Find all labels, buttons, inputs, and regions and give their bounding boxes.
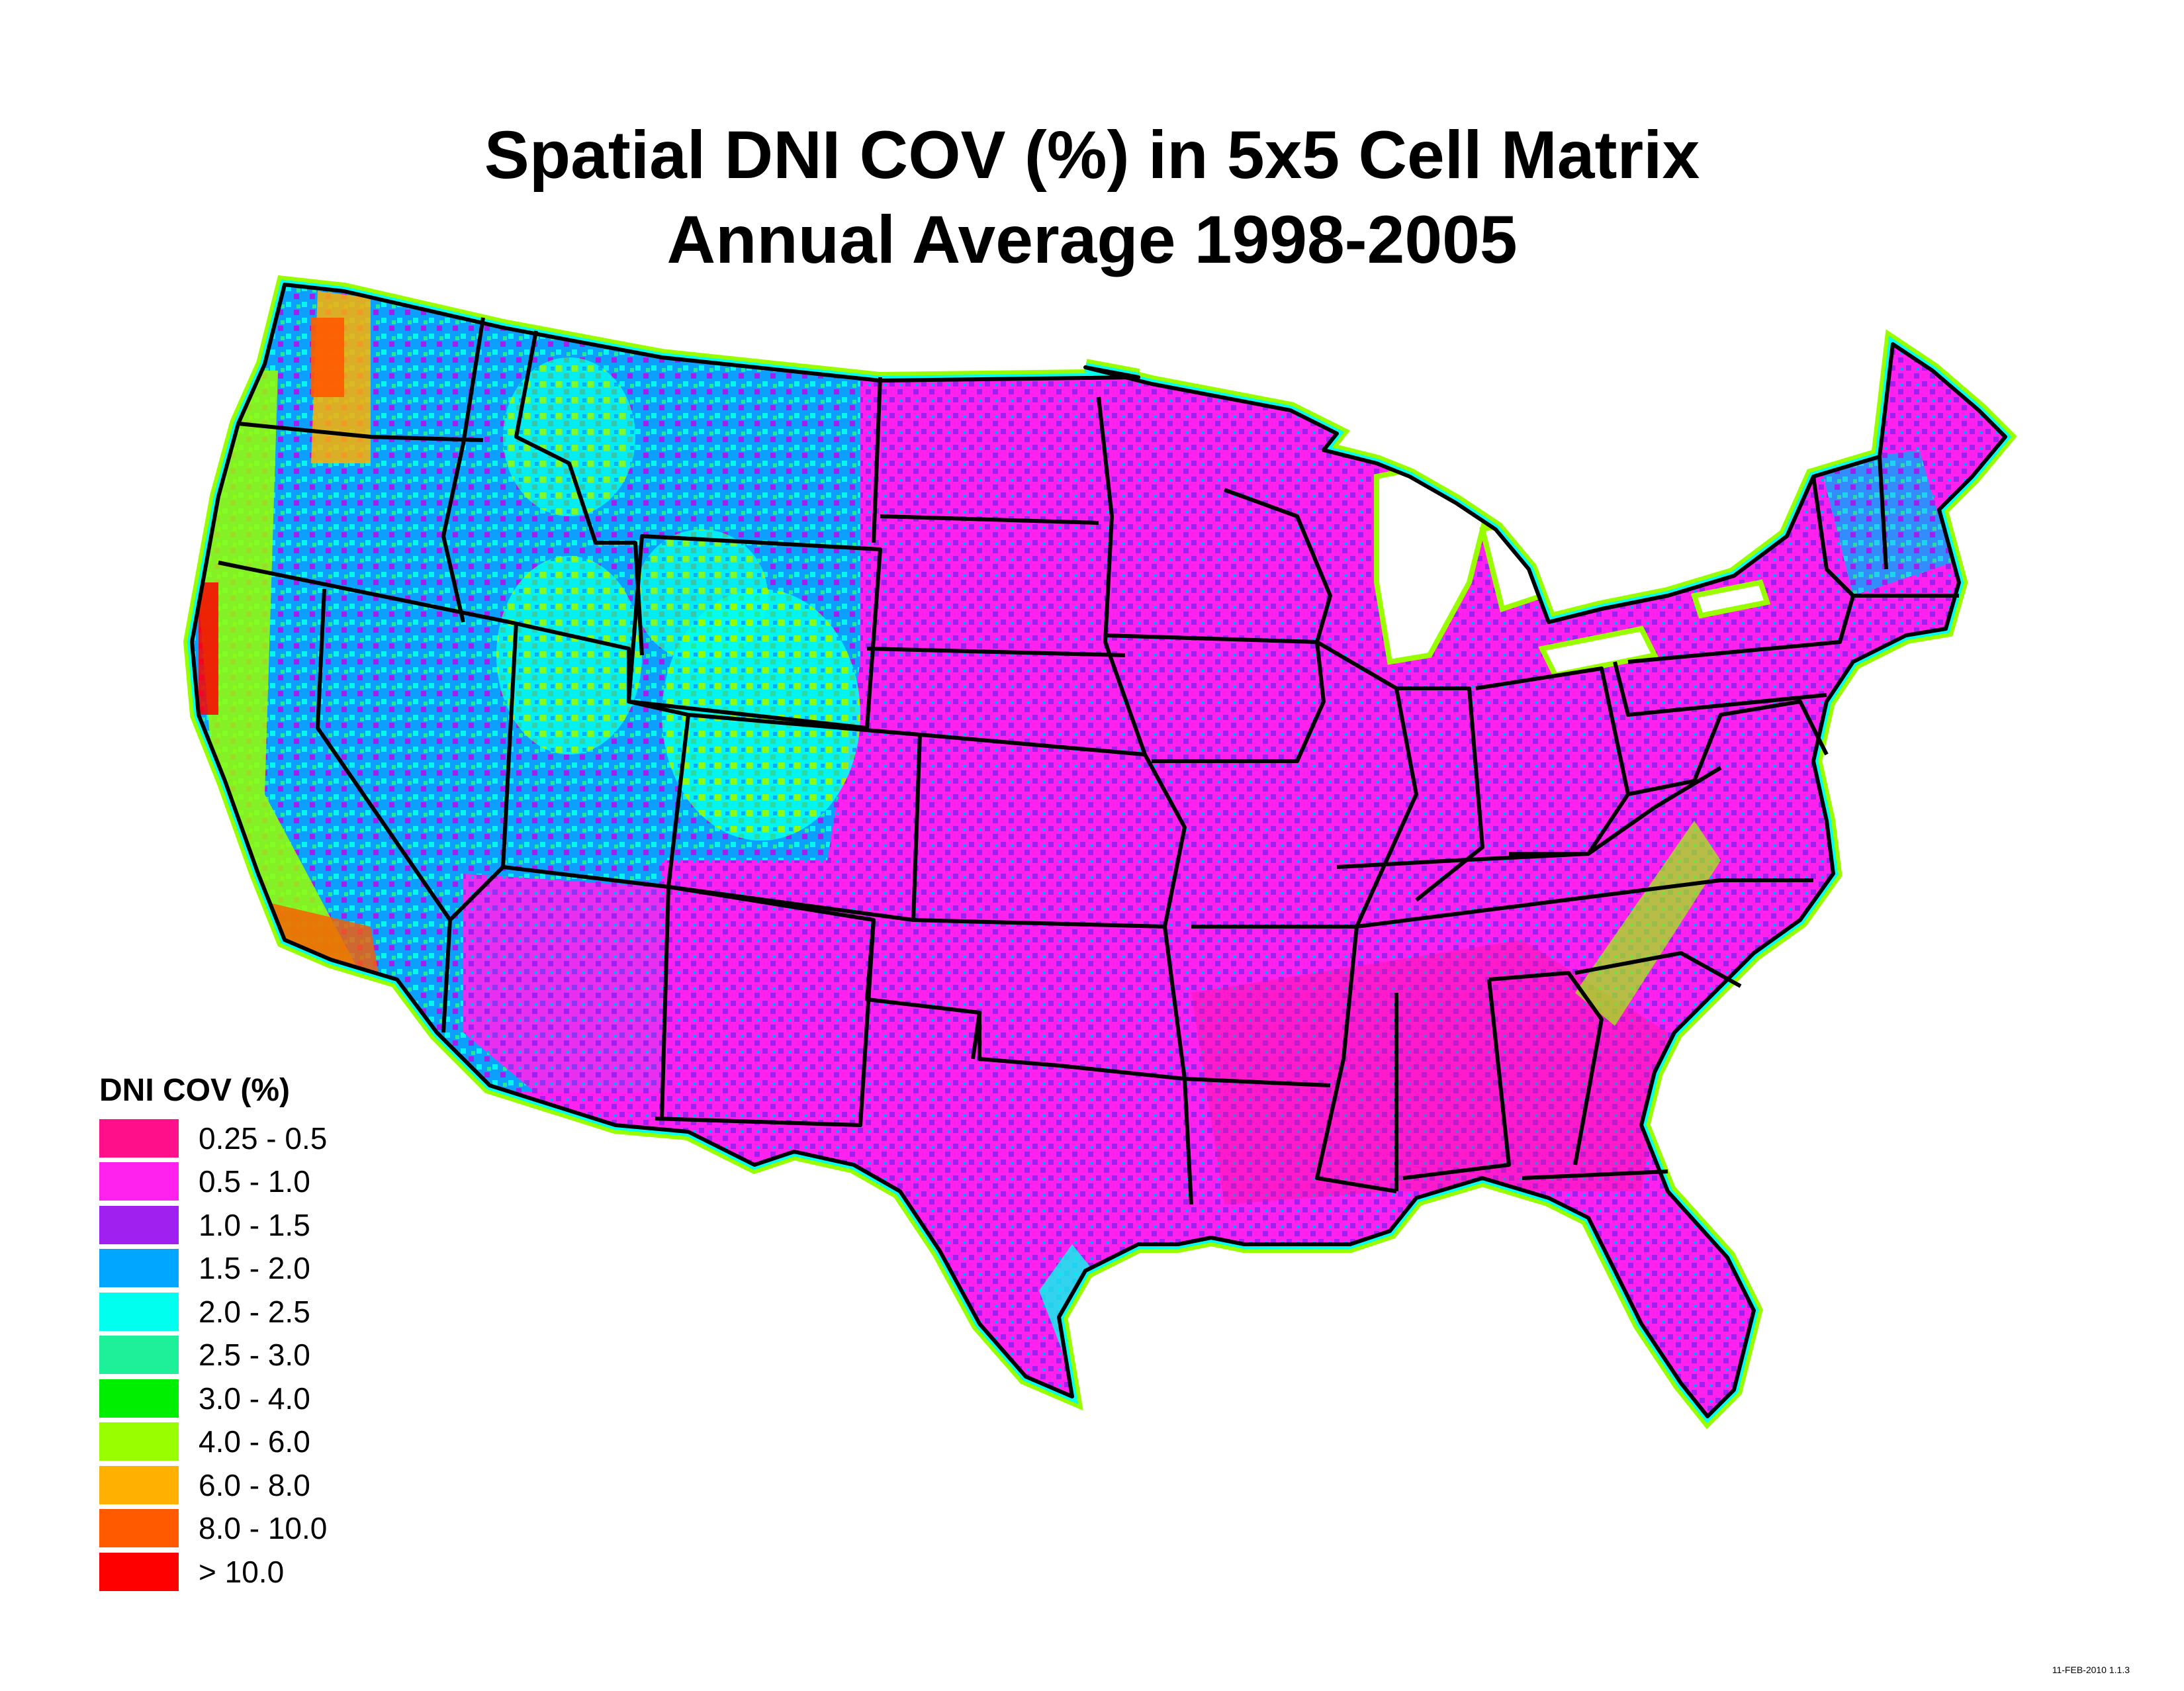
state-borders xyxy=(192,285,2005,1416)
legend-item: 0.5 - 1.0 xyxy=(99,1160,327,1204)
legend-swatch xyxy=(99,1379,179,1418)
date-stamp: 11-FEB-2010 1.1.3 xyxy=(2052,1665,2130,1675)
legend-label: > 10.0 xyxy=(199,1554,285,1589)
legend-item: 1.5 - 2.0 xyxy=(99,1247,327,1291)
legend-item: 6.0 - 8.0 xyxy=(99,1463,327,1507)
legend-title: DNI COV (%) xyxy=(99,1073,290,1108)
legend-label: 2.5 - 3.0 xyxy=(199,1338,310,1373)
legend-label: 8.0 - 10.0 xyxy=(199,1511,328,1546)
legend-item: 4.0 - 6.0 xyxy=(99,1420,327,1464)
legend-swatch xyxy=(99,1422,179,1461)
legend-item: 1.0 - 1.5 xyxy=(99,1203,327,1247)
legend-label: 2.0 - 2.5 xyxy=(199,1294,310,1329)
legend-swatch xyxy=(99,1336,179,1375)
legend-item: > 10.0 xyxy=(99,1550,327,1594)
legend-label: 1.0 - 1.5 xyxy=(199,1207,310,1242)
legend-swatch xyxy=(99,1465,179,1504)
legend-swatch xyxy=(99,1119,179,1158)
legend-swatch xyxy=(99,1249,179,1288)
legend-swatch xyxy=(99,1162,179,1201)
legend-label: 6.0 - 8.0 xyxy=(199,1467,310,1502)
legend-label: 3.0 - 4.0 xyxy=(199,1381,310,1416)
map-title: Spatial DNI COV (%) in 5x5 Cell Matrix A… xyxy=(0,113,2184,282)
title-line-2: Annual Average 1998-2005 xyxy=(666,202,1518,277)
legend-item: 8.0 - 10.0 xyxy=(99,1507,327,1551)
title-line-1: Spatial DNI COV (%) in 5x5 Cell Matrix xyxy=(484,117,1700,193)
legend-item: 2.5 - 3.0 xyxy=(99,1334,327,1377)
legend-label: 1.5 - 2.0 xyxy=(199,1251,310,1286)
legend-label: 4.0 - 6.0 xyxy=(199,1424,310,1459)
legend-swatch xyxy=(99,1292,179,1331)
legend-item: 3.0 - 4.0 xyxy=(99,1377,327,1420)
legend-label: 0.25 - 0.5 xyxy=(199,1120,328,1156)
legend: DNI COV (%) 0.25 - 0.5 0.5 - 1.0 1.0 - 1.5… xyxy=(99,1072,327,1594)
legend-swatch xyxy=(99,1552,179,1591)
legend-item: 2.0 - 2.5 xyxy=(99,1290,327,1334)
legend-swatch xyxy=(99,1205,179,1244)
legend-items: 0.25 - 0.5 0.5 - 1.0 1.0 - 1.5 1.5 - 2.0 2.0… xyxy=(99,1117,327,1594)
legend-item: 0.25 - 0.5 xyxy=(99,1117,327,1160)
legend-label: 0.5 - 1.0 xyxy=(199,1164,310,1199)
legend-swatch xyxy=(99,1509,179,1548)
